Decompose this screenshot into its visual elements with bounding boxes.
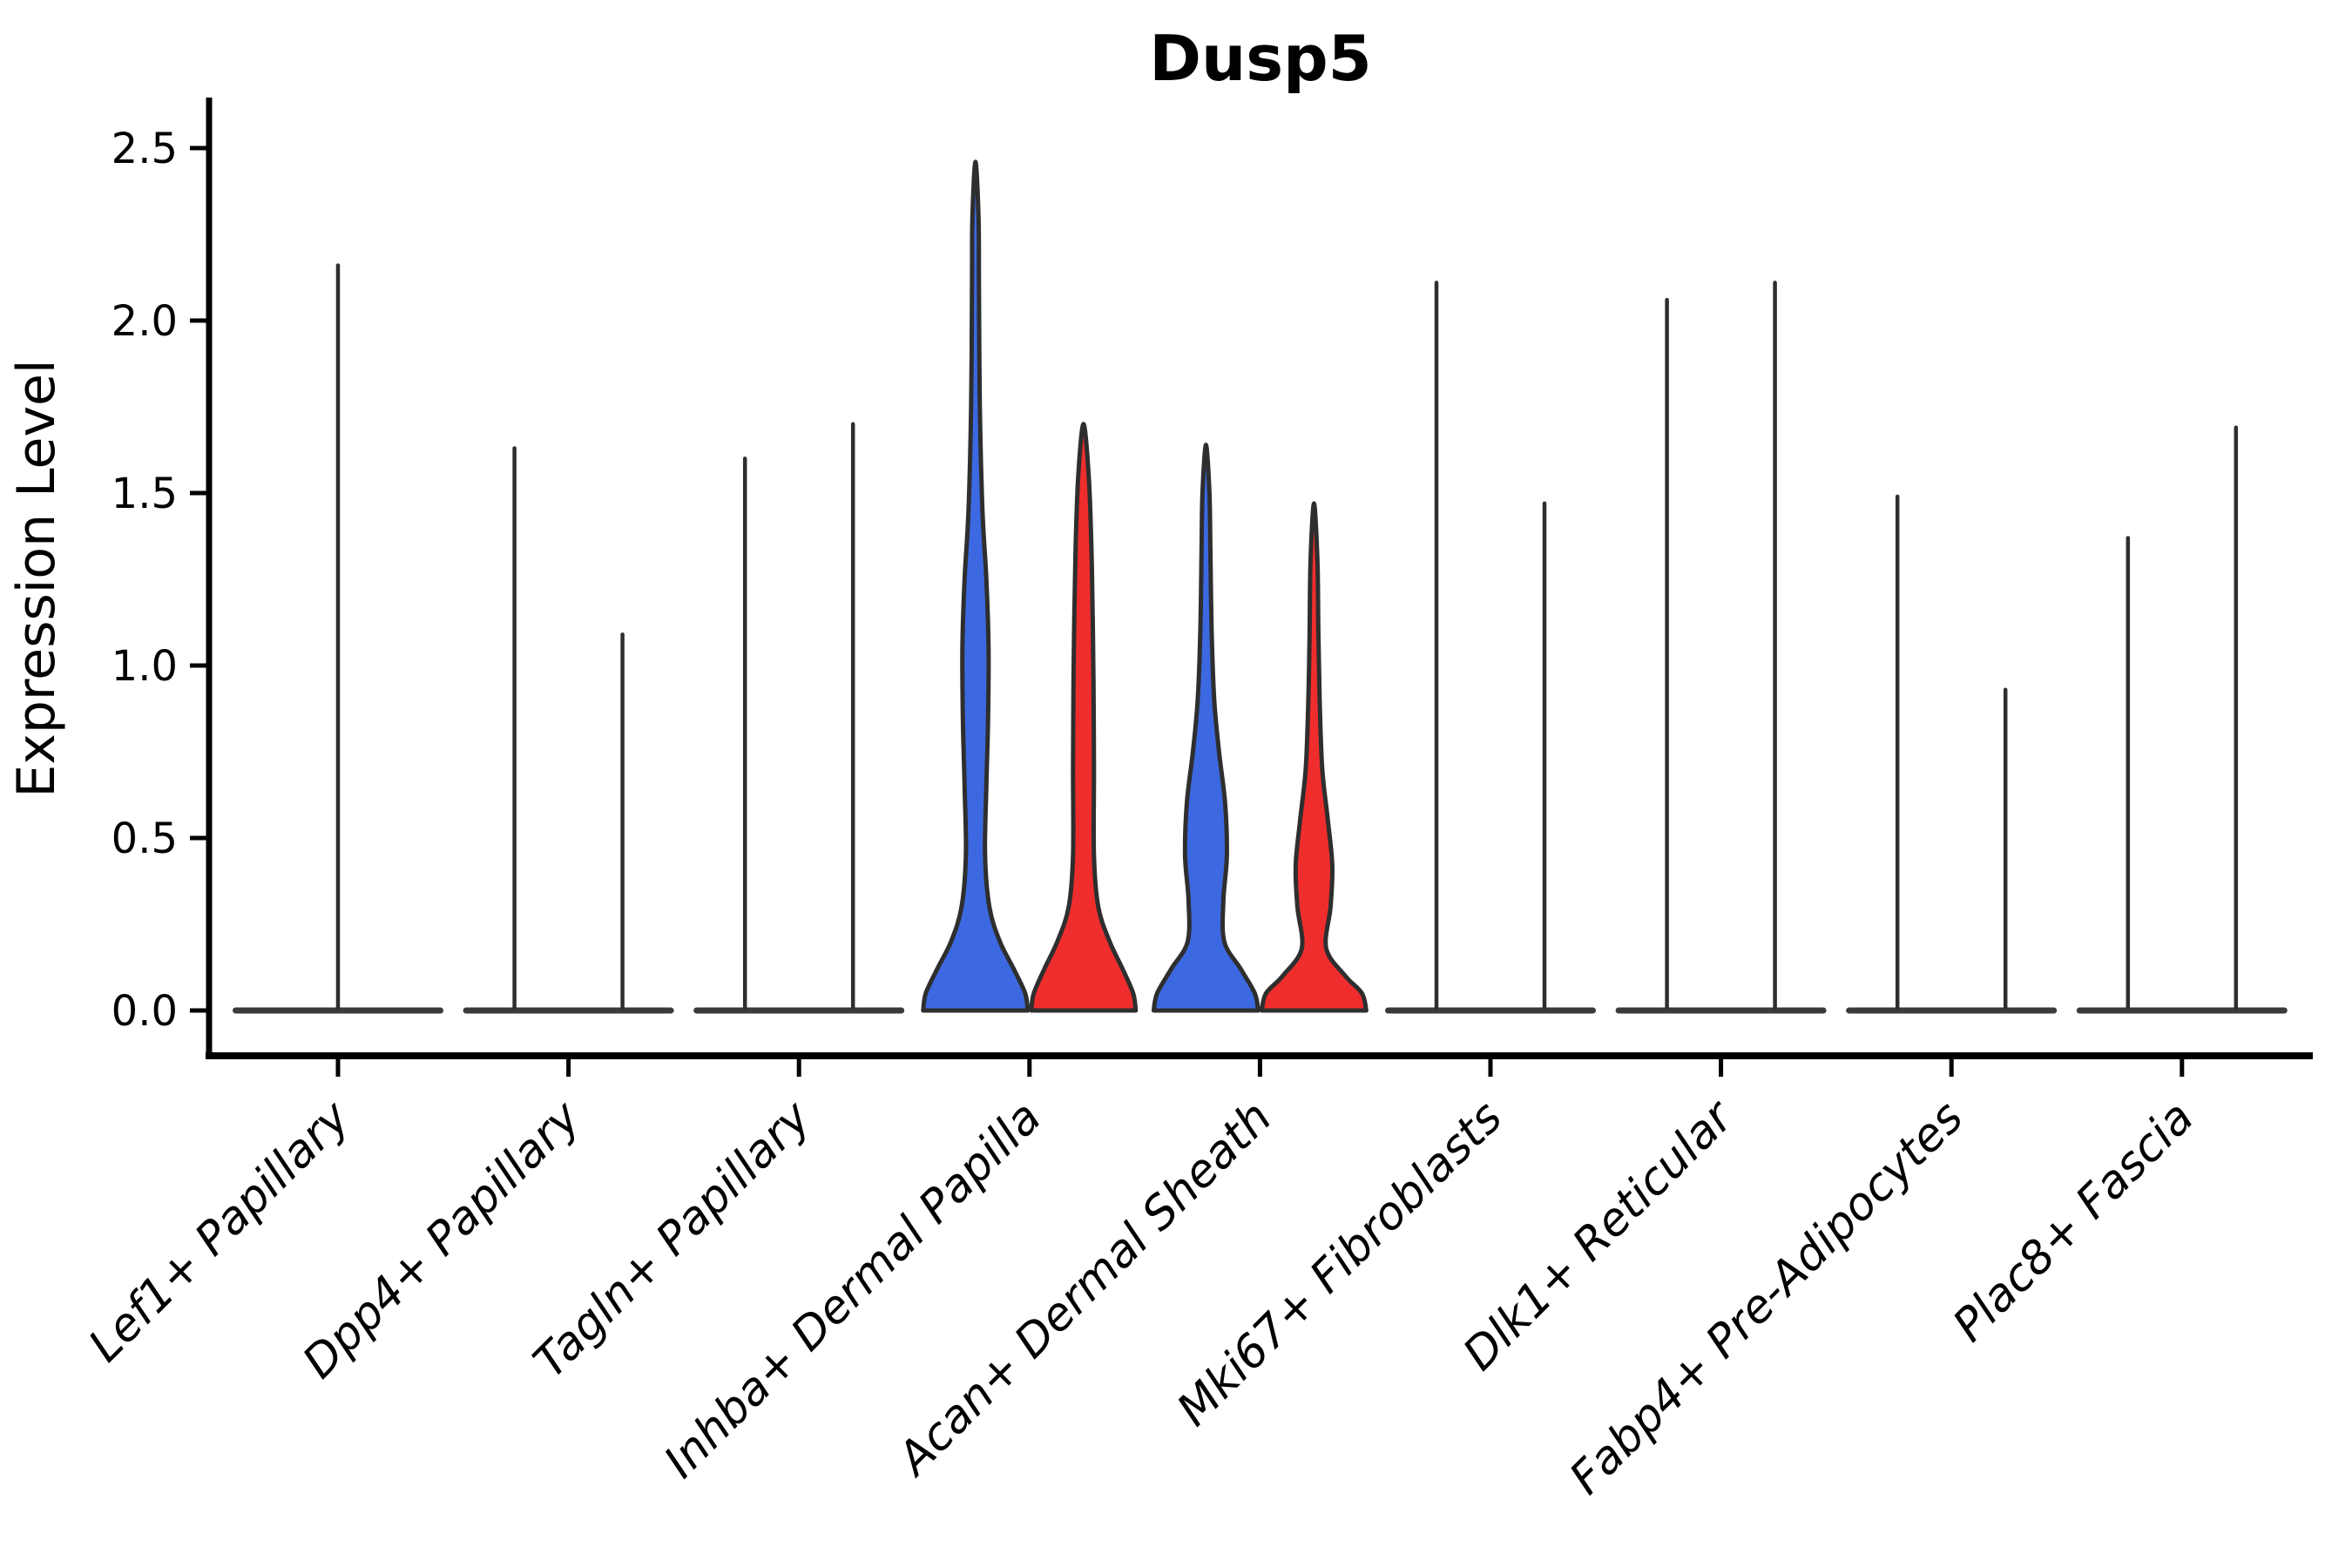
violins [335, 159, 2239, 1013]
zero-baseline-bar [1846, 1007, 2058, 1014]
violin-body-blue [1151, 443, 1260, 1013]
violin-body-blue [921, 159, 1031, 1013]
zero-baseline-bar [693, 1007, 905, 1014]
violin-body-red [1259, 501, 1369, 1013]
x-tick-label-8: Plac8+ Fascia [1943, 1092, 2204, 1352]
y-tick-label: 1.5 [112, 470, 178, 518]
y-tick-label: 2.0 [112, 297, 178, 346]
zero-baseline-bar [1385, 1007, 1596, 1014]
chart-title: Dusp5 [1149, 22, 1372, 95]
zero-baseline-bar [2076, 1007, 2288, 1014]
violin-body-red [1029, 422, 1139, 1013]
x-tick-label-4: Acan+ Dermal Sheath [887, 1092, 1282, 1487]
y-tick-label: 1.0 [112, 642, 178, 691]
y-axis-label: Expression Level [6, 359, 67, 797]
y-tick-label: 0.5 [112, 814, 178, 863]
y-tick-label: 0.0 [112, 987, 178, 1036]
axis-ticks [190, 145, 2185, 1077]
x-tick-label-7: Fabp4+ Pre-Adipocytes [1560, 1092, 1974, 1505]
zero-baseline-bar [233, 1007, 443, 1014]
zero-baseline-bar [1615, 1007, 1827, 1014]
y-tick-label: 2.5 [112, 125, 178, 173]
x-tick-label-3: Inhba+ Dermal Papilla [654, 1092, 1051, 1489]
zero-baseline-bar [463, 1007, 674, 1014]
